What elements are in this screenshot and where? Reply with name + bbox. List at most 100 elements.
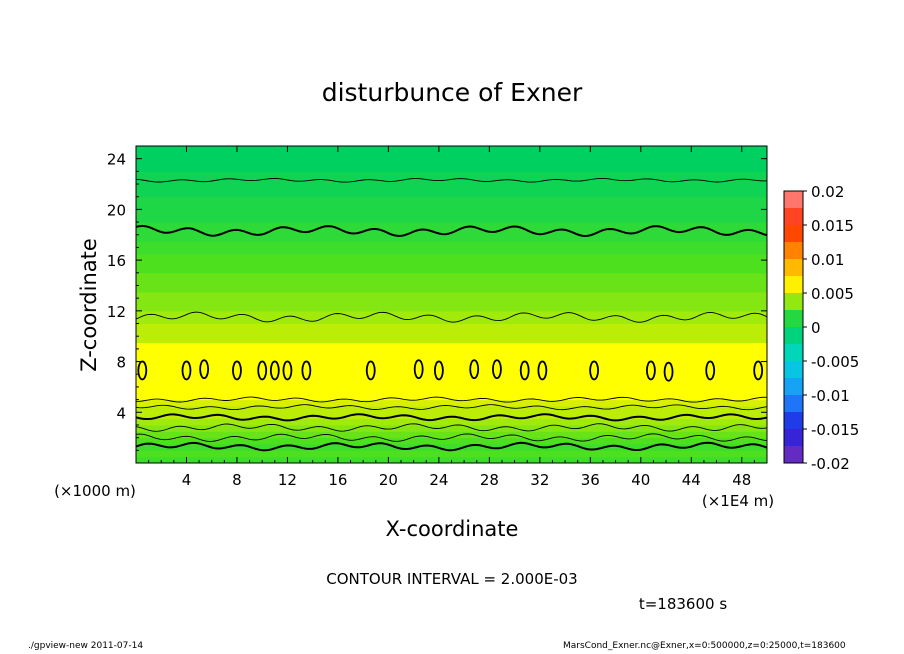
colorbar-segment [784, 361, 803, 379]
colorbar-tick-label: 0 [811, 319, 821, 337]
x-tick-label: 8 [232, 471, 242, 489]
x-tick-label: 32 [530, 471, 549, 489]
closed-contour-15 [589, 360, 600, 381]
closed-contour-8 [365, 360, 376, 381]
contour-lines [136, 177, 767, 452]
x-tick-label: 16 [328, 471, 347, 489]
colorbar-tick-label: -0.005 [811, 353, 859, 371]
contour-line-2 [136, 423, 767, 432]
colorbar-segment [784, 446, 803, 464]
closed-contour-0 [137, 360, 148, 381]
band-6 [136, 418, 767, 426]
footer-right: MarsCond_Exner.nc@Exner,x=0:500000,z=0:2… [563, 641, 846, 651]
contour-line-5 [136, 396, 767, 403]
band-12 [136, 310, 767, 325]
colorbar-tick-label: 0.01 [811, 251, 844, 269]
closed-contour-6 [282, 360, 293, 381]
band-15 [136, 253, 767, 274]
colorbar-segment [784, 310, 803, 328]
band-2 [136, 443, 767, 451]
closed-contour-14 [537, 360, 548, 381]
x-tick-label: 4 [182, 471, 192, 489]
x-tick-label: 48 [732, 471, 751, 489]
colorbar [784, 191, 803, 464]
x-tick-label: 44 [682, 471, 701, 489]
band-8 [136, 405, 767, 413]
colorbar-segment [784, 208, 803, 226]
closed-contour-2 [199, 359, 210, 380]
x-tick-label: 40 [631, 471, 650, 489]
colorbar-tick-label: 0.02 [811, 183, 844, 201]
closed-contour-13 [519, 360, 530, 381]
band-19 [136, 171, 767, 198]
y-tick-label: 16 [107, 252, 126, 270]
colorbar-segment [784, 259, 803, 277]
x-unit-right: (×1E4 m) [702, 492, 774, 510]
contour-line-0 [136, 441, 767, 452]
colorbar-ticks: 0.02 0.015 0.01 0.005 0 -0.005 -0.01 -0.015 -0.0… [803, 183, 859, 473]
colorbar-segment [784, 242, 803, 260]
closed-contour-17 [663, 361, 674, 382]
colorbar-tick-label: 0.015 [811, 217, 854, 235]
colorbar-segment [784, 344, 803, 362]
closed-contour-9 [413, 359, 424, 380]
x-tick-label: 24 [429, 471, 448, 489]
colorbar-segment [784, 225, 803, 243]
chart-title: disturbunce of Exner [322, 78, 583, 107]
x-tick-label: 28 [480, 471, 499, 489]
band-16 [136, 241, 767, 255]
colorbar-segment [784, 395, 803, 413]
band-9 [136, 399, 767, 407]
contour-line-4 [136, 404, 767, 411]
colorbar-segment [784, 429, 803, 447]
band-13 [136, 291, 767, 312]
closed-contour-11 [469, 359, 480, 380]
x-tick-label: 12 [278, 471, 297, 489]
x-unit-left: (×1000 m) [54, 482, 136, 500]
closed-contour-4 [257, 360, 268, 381]
closed-contour-3 [232, 360, 242, 381]
colorbar-segment [784, 191, 803, 209]
contour-line-1 [136, 433, 767, 442]
x-tick-label: 36 [581, 471, 600, 489]
closed-contour-5 [269, 360, 280, 381]
time-label: t=183600 s [639, 595, 727, 613]
band-0 [136, 456, 767, 463]
closed-contour-7 [301, 360, 312, 381]
contour-line-6 [136, 311, 767, 323]
closed-contour-19 [753, 360, 764, 381]
band-20 [136, 146, 767, 172]
contour-line-3 [136, 413, 767, 422]
y-axis-label: Z-coordinate [77, 238, 101, 372]
colorbar-tick-label: -0.01 [811, 387, 850, 405]
y-tick-label: 4 [116, 404, 126, 422]
band-1 [136, 450, 767, 458]
colorbar-tick-label: 0.005 [811, 285, 854, 303]
filled-bands [136, 146, 767, 463]
band-14 [136, 272, 767, 293]
x-axis-label: X-coordinate [386, 517, 519, 541]
y-tick-label: 20 [107, 201, 126, 219]
closed-contour-10 [433, 360, 444, 381]
x-axis: 4 8 12 16 20 24 28 32 36 40 44 48 [148, 146, 755, 489]
band-3 [136, 437, 767, 445]
colorbar-tick-label: -0.015 [811, 421, 859, 439]
contour-interval-label: CONTOUR INTERVAL = 2.000E-03 [326, 570, 577, 588]
colorbar-tick-label: -0.02 [811, 455, 850, 473]
band-18 [136, 196, 767, 223]
closed-contour-1 [181, 360, 192, 381]
colorbar-segment [784, 378, 803, 396]
y-tick-label: 8 [116, 354, 126, 372]
y-tick-label: 12 [107, 303, 126, 321]
closed-contour-16 [645, 360, 656, 381]
footer-left: ./gpview-new 2011-07-14 [28, 641, 144, 651]
x-tick-label: 20 [379, 471, 398, 489]
closed-contour-18 [705, 360, 716, 381]
colorbar-segment [784, 412, 803, 430]
plot-area [136, 146, 767, 463]
band-5 [136, 424, 767, 432]
closed-contours [137, 359, 764, 382]
y-axis: 4 8 12 16 20 24 [107, 151, 767, 451]
contour-line-7 [136, 224, 767, 238]
